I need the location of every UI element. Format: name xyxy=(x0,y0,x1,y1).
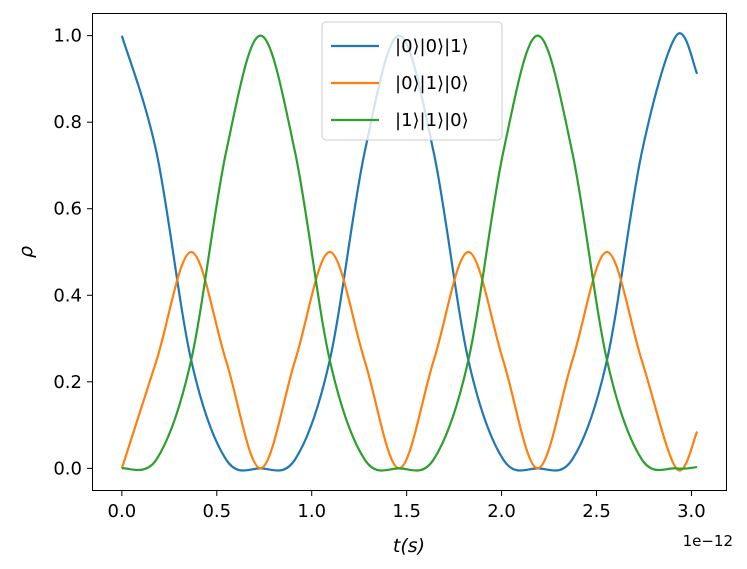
y-tick-label: 1.0 xyxy=(53,26,82,47)
x-tick-label: 2.0 xyxy=(487,501,516,522)
legend-label-1: |0⟩|1⟩|0⟩ xyxy=(395,73,469,94)
plot-frame xyxy=(92,13,727,491)
legend-box xyxy=(321,21,503,141)
legend-label-2: |1⟩|1⟩|0⟩ xyxy=(395,110,469,131)
y-tick-label: 0.6 xyxy=(53,199,82,220)
x-axis-ticks: 0.0 0.5 1.0 1.5 2.0 2.5 3.0 xyxy=(108,490,706,522)
y-axis-label: ρ xyxy=(15,246,37,258)
x-axis-label: t(s) xyxy=(393,535,425,557)
x-tick-label: 0.5 xyxy=(202,501,231,522)
y-axis-ticks: 0.0 0.2 0.4 0.6 0.8 1.0 xyxy=(53,26,93,479)
y-tick-label: 0.8 xyxy=(53,112,82,133)
x-axis-offset-label: 1e−12 xyxy=(683,532,733,550)
y-tick-label: 0.4 xyxy=(53,285,82,306)
x-tick-label: 0.0 xyxy=(108,501,137,522)
x-tick-label: 3.0 xyxy=(677,501,706,522)
x-tick-label: 1.0 xyxy=(297,501,326,522)
x-tick-label: 1.5 xyxy=(392,501,421,522)
series-line-1 xyxy=(120,250,699,472)
legend-label-0: |0⟩|0⟩|1⟩ xyxy=(395,36,469,57)
series-line-2 xyxy=(121,34,698,472)
legend: |0⟩|0⟩|1⟩ |0⟩|1⟩|0⟩ |1⟩|1⟩|0⟩ xyxy=(321,21,503,141)
y-tick-label: 0.0 xyxy=(53,458,82,479)
y-tick-label: 0.2 xyxy=(53,372,82,393)
x-tick-label: 2.5 xyxy=(582,501,611,522)
